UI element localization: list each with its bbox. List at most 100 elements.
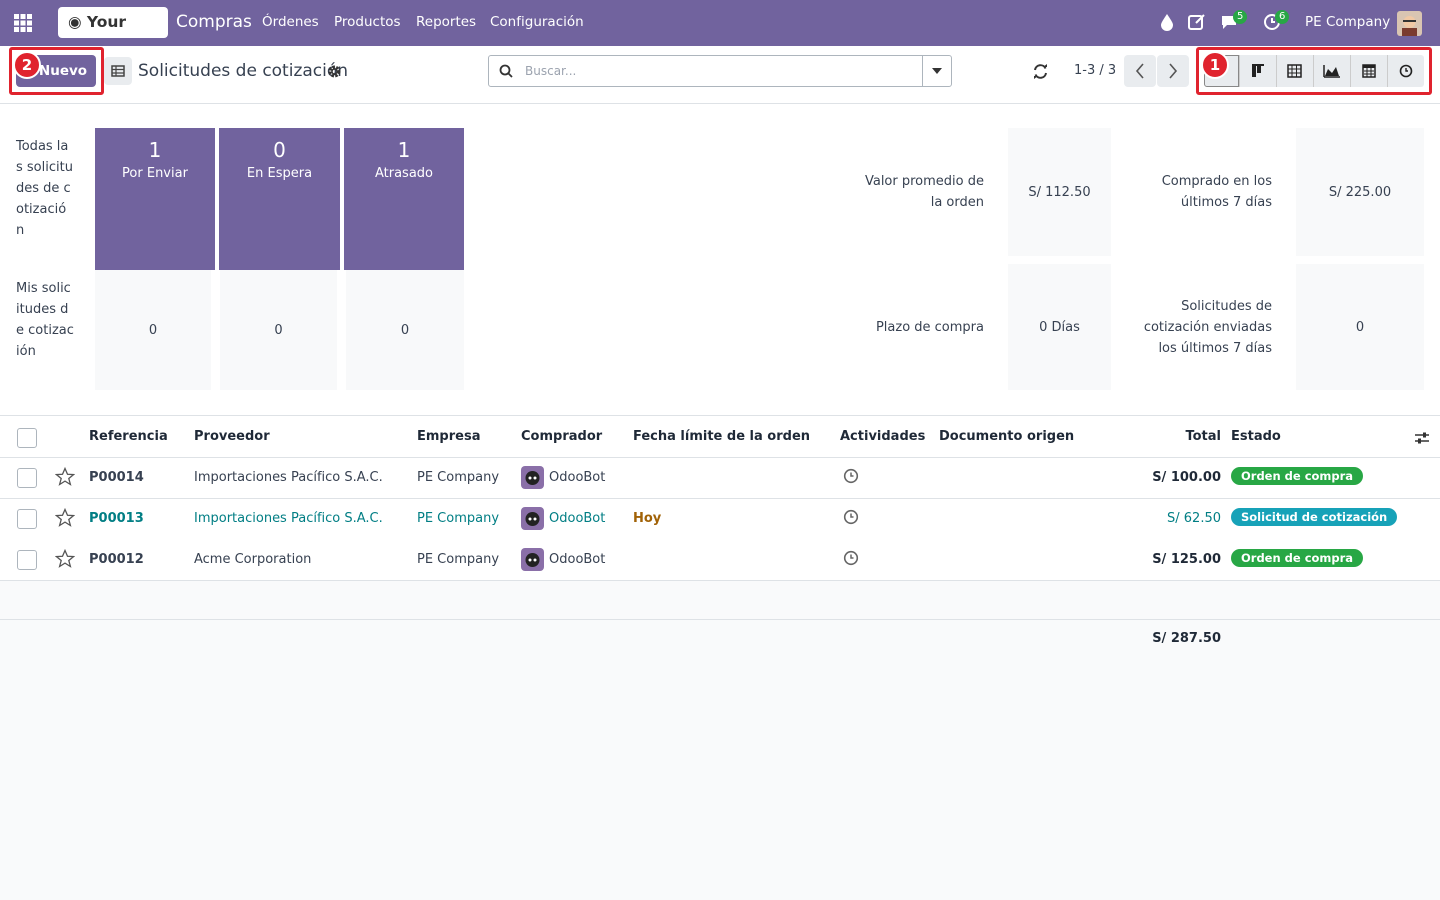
- annotation-marker: 1: [1201, 51, 1229, 79]
- view-icon[interactable]: [104, 57, 132, 85]
- tile-value: 1: [397, 138, 411, 162]
- vendor: Acme Corporation: [194, 552, 312, 567]
- tile[interactable]: 0: [346, 270, 464, 390]
- buyer: OdooBot: [549, 552, 606, 567]
- annotation-box: [1196, 47, 1432, 95]
- grand-total: S/ 287.50: [1152, 631, 1221, 646]
- stat-label: Solicitudes de cotización enviadas los ú…: [1143, 299, 1272, 356]
- optional-columns[interactable]: [1415, 431, 1429, 445]
- tile-label: Atrasado: [374, 166, 434, 181]
- menu-item[interactable]: Reportes: [416, 14, 477, 30]
- vendor: Importaciones Pacífico S.A.C.: [194, 511, 383, 526]
- status-badge: Orden de compra: [1231, 467, 1364, 485]
- buyer-avatar: [521, 466, 544, 489]
- select-all[interactable]: [17, 428, 37, 448]
- row-checkbox[interactable]: [17, 550, 37, 570]
- activity-icon[interactable]: [843, 550, 859, 566]
- chat-icon[interactable]: [1220, 14, 1238, 30]
- buyer-avatar: [521, 507, 544, 530]
- menu-item[interactable]: Productos: [334, 14, 401, 30]
- vendor: Importaciones Pacífico S.A.C.: [194, 470, 383, 485]
- tile-value: 1: [148, 138, 162, 162]
- table-header: [0, 415, 1440, 458]
- company: PE Company: [417, 470, 500, 485]
- pager: 1-3 / 3: [1074, 63, 1117, 78]
- reference: P00014: [89, 470, 144, 485]
- tile[interactable]: 1 Atrasado: [344, 128, 464, 270]
- company: PE Company: [417, 552, 500, 567]
- activity-icon[interactable]: [843, 509, 859, 525]
- table-row[interactable]: P00012 Acme Corporation PE Company OdooBot S…: [0, 540, 1440, 581]
- company: PE Company: [417, 511, 500, 526]
- tile[interactable]: 0 En Espera: [219, 128, 340, 270]
- edit-icon[interactable]: [1188, 13, 1206, 31]
- breadcrumb: Solicitudes de cotización: [138, 61, 349, 81]
- column-header[interactable]: Actividades: [840, 429, 926, 444]
- messages-badge: 5: [1233, 10, 1248, 24]
- column-header[interactable]: Comprador: [521, 429, 603, 444]
- status-badge: Orden de compra: [1231, 549, 1364, 567]
- buyer: OdooBot: [549, 470, 606, 485]
- row-checkbox[interactable]: [17, 509, 37, 529]
- apps-icon[interactable]: [14, 14, 32, 32]
- drop-icon[interactable]: [1160, 13, 1174, 31]
- logo[interactable]: ◉ Your logo: [58, 7, 168, 62]
- pager-prev[interactable]: [1124, 55, 1156, 87]
- menu-item[interactable]: Configuración: [490, 14, 584, 30]
- buyer: OdooBot: [549, 511, 606, 526]
- reference: P00012: [89, 552, 144, 567]
- annotation-box: [9, 47, 104, 95]
- tile[interactable]: 1 Por Enviar: [95, 128, 215, 270]
- column-header[interactable]: Proveedor: [194, 429, 270, 444]
- favorite-star[interactable]: [54, 466, 76, 487]
- control-panel: Nuevo 2 Solicitudes de cotización Buscar…: [0, 46, 1440, 104]
- column-header[interactable]: Total: [1185, 429, 1221, 444]
- pager-next[interactable]: [1157, 55, 1189, 87]
- total: S/ 100.00: [1152, 470, 1221, 485]
- favorite-star[interactable]: [54, 507, 76, 528]
- app-name[interactable]: Compras: [176, 12, 252, 32]
- stat-label: Plazo de compra: [875, 320, 984, 335]
- stat-label: Comprado en los últimos 7 días: [1161, 174, 1272, 210]
- search-placeholder: Buscar...: [525, 64, 577, 78]
- avatar[interactable]: [1397, 11, 1422, 36]
- row-checkbox[interactable]: [17, 468, 37, 488]
- gear-icon[interactable]: [328, 65, 341, 78]
- company-switch[interactable]: PE Company: [1305, 14, 1391, 30]
- graph-view[interactable]: [1313, 55, 1350, 87]
- stat-value: S/ 225.00: [1296, 128, 1424, 256]
- activity-view[interactable]: [1387, 55, 1424, 87]
- status-badge: Solicitud de cotización: [1231, 508, 1398, 526]
- menu-item[interactable]: Órdenes: [262, 14, 319, 30]
- kanban-view[interactable]: [1239, 55, 1276, 87]
- stat-label: Valor promedio de la orden: [864, 174, 984, 210]
- activity-icon[interactable]: [843, 468, 859, 484]
- tile[interactable]: 0: [220, 270, 337, 390]
- column-header[interactable]: Empresa: [417, 429, 481, 444]
- stat-value: 0 Días: [1008, 264, 1111, 390]
- deadline: Hoy: [633, 511, 662, 526]
- total: S/ 62.50: [1167, 511, 1221, 526]
- search-box[interactable]: Buscar...: [488, 55, 952, 87]
- column-header[interactable]: Documento origen: [939, 429, 1075, 444]
- favorite-star[interactable]: [54, 548, 76, 569]
- table-row[interactable]: P00013 Importaciones Pacífico S.A.C. PE Co…: [0, 499, 1440, 541]
- column-header[interactable]: Fecha límite de la orden: [633, 429, 811, 444]
- column-header[interactable]: Referencia: [89, 429, 168, 444]
- refresh-icon[interactable]: [1033, 64, 1048, 79]
- tile[interactable]: 0: [95, 270, 211, 390]
- reference: P00013: [89, 511, 144, 526]
- pivot-view[interactable]: [1276, 55, 1313, 87]
- table-row[interactable]: P00014 Importaciones Pacífico S.A.C. PE Co…: [0, 458, 1440, 499]
- stat-value: S/ 112.50: [1008, 128, 1111, 256]
- tile-label: Por Enviar: [122, 166, 188, 181]
- row-label: Todas las solicitudes de cotización: [16, 139, 73, 238]
- tile-label: En Espera: [246, 166, 313, 181]
- calendar-view[interactable]: [1350, 55, 1387, 87]
- row-label: Mis solicitudes de cotización: [16, 281, 74, 359]
- column-header[interactable]: Estado: [1231, 429, 1281, 444]
- navbar: ◉ Your logo Compras Órdenes Productos Re…: [0, 0, 1440, 62]
- tile-value: 0: [273, 138, 286, 162]
- total: S/ 125.00: [1152, 552, 1221, 567]
